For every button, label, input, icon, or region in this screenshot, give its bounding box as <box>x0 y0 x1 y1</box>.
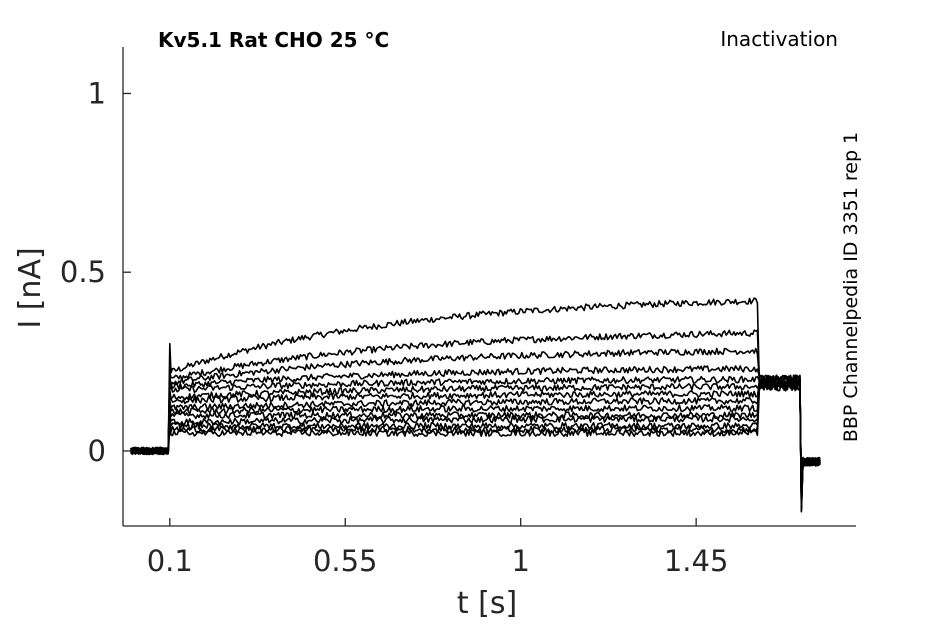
x-tick-label: 1.45 <box>664 544 729 578</box>
channelpedia-id-label: BBP Channelpedia ID 3351 rep 1 <box>840 132 862 442</box>
x-tick-label: 0.55 <box>313 544 378 578</box>
x-tick-label: 1 <box>511 544 529 578</box>
current-trace-6 <box>130 378 821 506</box>
current-trace-5 <box>130 374 821 507</box>
current-trace-2 <box>130 329 821 512</box>
current-trace-12 <box>130 381 821 497</box>
y-tick-label: 0 <box>88 434 106 468</box>
x-ticks-group: 0.1 0.55 1 1.45 <box>147 518 729 578</box>
x-tick-label: 0.1 <box>147 544 193 578</box>
axes-group <box>122 47 856 527</box>
y-tick-label: 0.5 <box>60 255 106 289</box>
chart-title: Kv5.1 Rat CHO 25 °C <box>158 28 389 52</box>
traces-group <box>130 297 821 513</box>
x-axis-label: t [s] <box>457 586 517 621</box>
current-trace-14 <box>130 381 821 494</box>
current-trace-9 <box>130 378 821 502</box>
y-tick-label: 1 <box>88 76 106 110</box>
protocol-label: Inactivation <box>720 27 838 51</box>
current-trace-8 <box>130 378 821 503</box>
current-trace-3 <box>130 347 821 510</box>
current-trace-1 <box>130 297 821 513</box>
current-trace-10 <box>130 378 821 500</box>
y-axis-label: I [nA] <box>13 247 48 328</box>
current-trace-11 <box>130 381 821 499</box>
current-trace-13 <box>130 381 821 496</box>
current-trace-7 <box>130 378 821 504</box>
current-trace-4 <box>130 365 821 509</box>
y-ticks-group: 00.51 <box>60 76 131 468</box>
